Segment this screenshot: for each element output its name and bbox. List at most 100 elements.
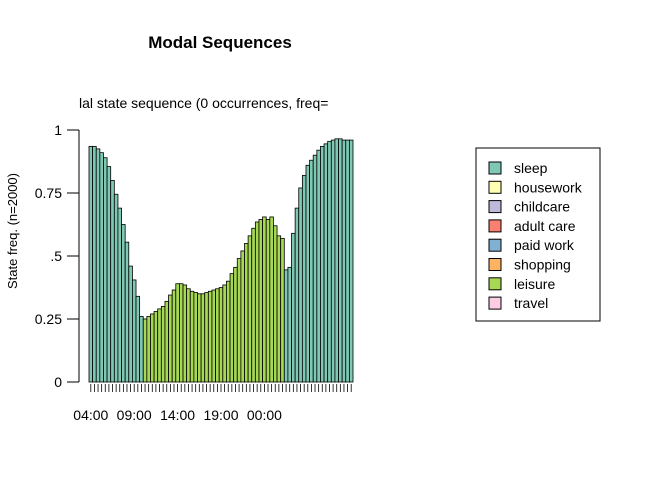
bar-69 bbox=[338, 138, 343, 383]
y-axis-label: State freq. (n=2000) bbox=[5, 173, 20, 289]
bar-54 bbox=[283, 269, 289, 383]
legend-label-1: housework bbox=[514, 179, 583, 195]
legend-label-7: travel bbox=[514, 295, 548, 311]
legend: sleep housework childcare adult care paid wo… bbox=[475, 147, 601, 322]
legend-label-4: paid work bbox=[514, 237, 575, 253]
x-axis: 04:00 09:00 14:00 19:00 00:00 bbox=[73, 384, 352, 423]
bar-56 bbox=[291, 232, 296, 383]
legend-label-6: leisure bbox=[514, 276, 555, 292]
bar-6 bbox=[110, 179, 115, 383]
x-tick-label-0: 04:00 bbox=[73, 407, 108, 423]
bar-5 bbox=[106, 166, 112, 383]
bar-41 bbox=[236, 258, 242, 383]
legend-label-0: sleep bbox=[514, 160, 548, 176]
bar-55 bbox=[287, 266, 292, 383]
bar-58 bbox=[298, 187, 303, 383]
bar-16 bbox=[146, 316, 151, 383]
bar-29 bbox=[193, 292, 198, 383]
legend-swatch-5 bbox=[488, 258, 502, 271]
bar-49 bbox=[265, 219, 271, 383]
bar-68 bbox=[334, 138, 339, 383]
y-tick-label-0: 0 bbox=[54, 374, 62, 390]
x-tick-label-2: 14:00 bbox=[160, 407, 195, 423]
bar-59 bbox=[301, 174, 307, 383]
bar-46 bbox=[254, 221, 260, 383]
legend-swatch-0 bbox=[488, 161, 502, 175]
bar-33 bbox=[207, 290, 213, 383]
legend-swatch-4 bbox=[488, 238, 502, 252]
bar-35 bbox=[215, 288, 220, 383]
legend-box bbox=[475, 147, 601, 322]
bars-group bbox=[88, 138, 354, 383]
bar-9 bbox=[121, 224, 126, 383]
bar-25 bbox=[179, 283, 184, 383]
bar-12 bbox=[131, 279, 137, 383]
y-tick-label-2: .5 bbox=[50, 248, 62, 264]
bar-34 bbox=[211, 289, 216, 383]
bar-31 bbox=[200, 293, 206, 383]
bar-39 bbox=[229, 273, 235, 383]
bar-24 bbox=[175, 283, 180, 383]
legend-swatch-7 bbox=[488, 296, 502, 310]
bar-37 bbox=[222, 284, 227, 383]
bar-14 bbox=[139, 316, 144, 383]
bar-7 bbox=[113, 193, 119, 383]
y-tick-label-4: 1 bbox=[54, 122, 62, 138]
bar-40 bbox=[233, 266, 238, 383]
bar-19 bbox=[157, 308, 162, 383]
legend-swatch-2 bbox=[488, 200, 502, 214]
x-tick-label-1: 09:00 bbox=[117, 407, 152, 423]
bar-57 bbox=[294, 207, 300, 383]
legend-swatch-3 bbox=[488, 219, 502, 233]
bar-23 bbox=[171, 289, 177, 383]
chart-subtitle: lal state sequence (0 occurrences, freq= bbox=[79, 95, 328, 111]
bar-30 bbox=[197, 293, 202, 383]
legend-swatch-6 bbox=[488, 277, 502, 291]
legend-label-5: shopping bbox=[514, 257, 571, 273]
x-tick-label-3: 19:00 bbox=[203, 407, 238, 423]
bar-4 bbox=[103, 157, 108, 383]
bar-61 bbox=[309, 159, 314, 383]
bar-65 bbox=[323, 143, 329, 383]
legend-swatch-1 bbox=[488, 180, 502, 194]
bar-72 bbox=[348, 139, 354, 383]
bar-44 bbox=[247, 235, 253, 383]
bar-26 bbox=[182, 284, 188, 383]
bar-66 bbox=[327, 140, 332, 383]
bar-22 bbox=[168, 294, 173, 383]
bar-1 bbox=[92, 145, 97, 383]
legend-label-3: adult care bbox=[514, 218, 576, 234]
bar-38 bbox=[226, 280, 231, 383]
bar-67 bbox=[330, 139, 336, 383]
bar-53 bbox=[280, 237, 285, 383]
bar-36 bbox=[218, 287, 224, 383]
bar-17 bbox=[150, 313, 155, 383]
y-axis: 0 0.25 .5 0.75 1 bbox=[35, 122, 80, 390]
bar-18 bbox=[153, 311, 159, 383]
bar-28 bbox=[189, 290, 195, 383]
bar-20 bbox=[160, 305, 166, 383]
bar-0 bbox=[88, 145, 94, 383]
bar-45 bbox=[251, 227, 256, 383]
bar-51 bbox=[273, 225, 278, 383]
bar-47 bbox=[258, 219, 263, 383]
bar-15 bbox=[142, 318, 148, 383]
chart-title: Modal Sequences bbox=[148, 33, 292, 52]
bar-21 bbox=[164, 300, 169, 383]
x-tick-label-4: 00:00 bbox=[247, 407, 282, 423]
bar-10 bbox=[124, 241, 130, 383]
bar-11 bbox=[128, 265, 133, 383]
bar-42 bbox=[240, 250, 245, 383]
bar-32 bbox=[204, 292, 209, 383]
bar-43 bbox=[244, 242, 249, 383]
bar-70 bbox=[341, 139, 347, 383]
bar-3 bbox=[99, 152, 104, 383]
bar-48 bbox=[262, 216, 267, 383]
bar-27 bbox=[186, 288, 191, 383]
bar-71 bbox=[345, 139, 350, 383]
bar-60 bbox=[305, 164, 311, 383]
bar-64 bbox=[320, 145, 325, 383]
bar-2 bbox=[95, 148, 101, 383]
y-tick-label-3: 0.75 bbox=[35, 185, 62, 201]
bar-50 bbox=[269, 216, 274, 383]
